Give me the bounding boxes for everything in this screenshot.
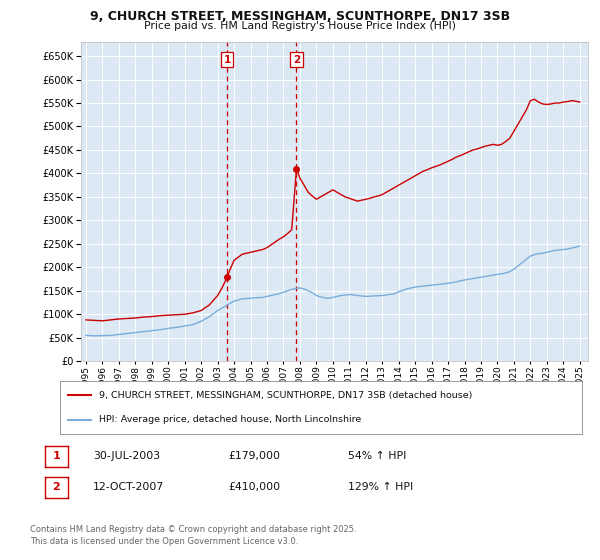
Text: 1: 1 (53, 451, 60, 461)
Text: 9, CHURCH STREET, MESSINGHAM, SCUNTHORPE, DN17 3SB: 9, CHURCH STREET, MESSINGHAM, SCUNTHORPE… (90, 10, 510, 22)
Text: 12-OCT-2007: 12-OCT-2007 (93, 482, 164, 492)
Text: 9, CHURCH STREET, MESSINGHAM, SCUNTHORPE, DN17 3SB (detached house): 9, CHURCH STREET, MESSINGHAM, SCUNTHORPE… (99, 391, 473, 400)
Text: 1: 1 (224, 55, 231, 65)
Text: HPI: Average price, detached house, North Lincolnshire: HPI: Average price, detached house, Nort… (99, 415, 361, 424)
Text: Price paid vs. HM Land Registry's House Price Index (HPI): Price paid vs. HM Land Registry's House … (144, 21, 456, 31)
Text: 129% ↑ HPI: 129% ↑ HPI (348, 482, 413, 492)
Text: 2: 2 (293, 55, 300, 65)
Text: £410,000: £410,000 (228, 482, 280, 492)
Text: Contains HM Land Registry data © Crown copyright and database right 2025.
This d: Contains HM Land Registry data © Crown c… (30, 525, 356, 546)
Text: 54% ↑ HPI: 54% ↑ HPI (348, 451, 406, 461)
Text: 30-JUL-2003: 30-JUL-2003 (93, 451, 160, 461)
Text: 2: 2 (53, 482, 60, 492)
Text: £179,000: £179,000 (228, 451, 280, 461)
